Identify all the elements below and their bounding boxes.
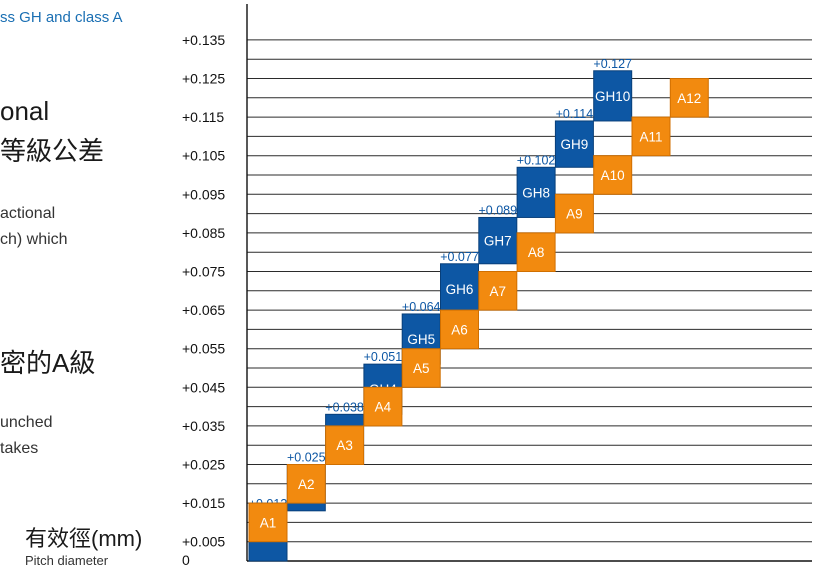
y-tick-label: +0.045 bbox=[182, 379, 225, 395]
a-class-bar bbox=[401, 348, 441, 388]
a-class-label: A2 bbox=[298, 477, 315, 492]
a-class-label: A1 bbox=[260, 515, 277, 530]
gh-upper-limit-label: +0.064 bbox=[402, 300, 441, 314]
y-tick-label: +0.125 bbox=[182, 71, 225, 87]
y-tick-label: +0.115 bbox=[182, 109, 224, 125]
y-axis-label: 有效徑(mm) bbox=[25, 526, 143, 551]
a-class-bar bbox=[669, 78, 709, 118]
gh-upper-limit-label: +0.038 bbox=[325, 400, 364, 414]
section-text-line-4: takes bbox=[0, 440, 39, 457]
a-class-label: A8 bbox=[528, 245, 545, 260]
y-tick-label: +0.015 bbox=[182, 495, 225, 511]
gh-upper-limit-label: +0.077 bbox=[440, 250, 479, 264]
a-class-bar bbox=[325, 425, 365, 465]
gh-class-label: GH5 bbox=[407, 332, 435, 347]
section-text-line-1: actional bbox=[0, 205, 56, 222]
header-text: ss GH and class A bbox=[0, 9, 123, 26]
a-class-bar bbox=[554, 193, 594, 234]
gh-class-bar bbox=[593, 70, 633, 122]
section-title-line-1: onal bbox=[0, 96, 50, 126]
section-text-line-3: unched bbox=[0, 414, 53, 431]
y-tick-label: +0.055 bbox=[182, 341, 225, 357]
section-title-line-2: 等級公差 bbox=[0, 136, 105, 166]
a-class-label: A10 bbox=[601, 168, 625, 183]
gh-class-bar bbox=[516, 166, 556, 218]
a-class-label: A3 bbox=[336, 438, 353, 453]
a-class-bar bbox=[248, 502, 288, 543]
a-class-label: A6 bbox=[451, 322, 468, 337]
a-class-bar bbox=[363, 386, 403, 427]
y-tick-label: +0.025 bbox=[182, 457, 225, 473]
gh-class-label: GH10 bbox=[595, 89, 630, 104]
y-tick-label: +0.035 bbox=[182, 418, 225, 434]
gh-upper-limit-label: +0.102 bbox=[517, 153, 556, 167]
gh-upper-limit-label: +0.114 bbox=[556, 107, 594, 121]
a-class-label: A11 bbox=[639, 129, 662, 144]
y-tick-label: +0.095 bbox=[182, 186, 225, 202]
a-class-label: A7 bbox=[490, 284, 507, 299]
gh-upper-limit-label: +0.127 bbox=[593, 57, 632, 71]
gh-class-label: GH6 bbox=[446, 282, 474, 297]
gh-upper-limit-label: +0.089 bbox=[479, 203, 518, 217]
y-tick-label: +0.105 bbox=[182, 148, 225, 164]
a-class-bar bbox=[593, 155, 633, 195]
gh-upper-limit-label: +0.051 bbox=[364, 350, 403, 364]
y-tick-label: +0.005 bbox=[182, 534, 225, 550]
y-axis-sublabel: Pitch diameter bbox=[25, 553, 109, 568]
gh-class-label: GH7 bbox=[484, 234, 512, 249]
y-tick-label: +0.075 bbox=[182, 264, 225, 280]
gh-class-label: GH9 bbox=[561, 137, 589, 152]
a-class-label: A9 bbox=[566, 207, 583, 222]
gh-class-bar bbox=[440, 263, 479, 315]
a-class-bar bbox=[440, 309, 479, 350]
a-class-bar bbox=[516, 232, 556, 272]
gh-upper-limit-label: +0.025 bbox=[287, 451, 326, 465]
section-title-line-3: 密的A級 bbox=[0, 348, 96, 378]
y-tick-label: +0.085 bbox=[182, 225, 225, 241]
a-class-label: A5 bbox=[413, 361, 430, 376]
a-class-bar bbox=[286, 464, 326, 504]
a-class-label: A4 bbox=[375, 400, 392, 415]
gh-class-label: GH8 bbox=[522, 185, 550, 200]
a-class-bar bbox=[478, 271, 518, 311]
section-text-line-2: ch) which bbox=[0, 231, 68, 248]
y-tick-label: 0 bbox=[182, 552, 190, 568]
y-tick-label: +0.135 bbox=[182, 32, 225, 48]
a-class-label: A12 bbox=[677, 91, 701, 106]
y-tick-label: +0.065 bbox=[182, 302, 225, 318]
a-class-bar bbox=[631, 116, 671, 157]
gh-class-bar bbox=[554, 120, 594, 168]
